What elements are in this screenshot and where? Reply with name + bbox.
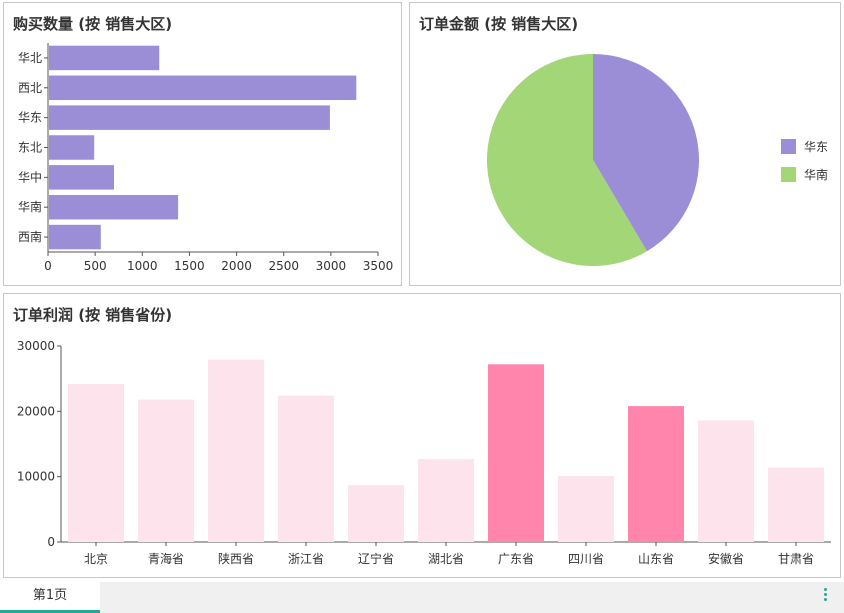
x-tick-label: 山东省: [638, 552, 674, 566]
bar: [49, 105, 330, 130]
x-tick-label: 湖北省: [428, 551, 464, 566]
y-tick-label: 10000: [17, 470, 55, 484]
x-tick-label: 甘肃省: [778, 552, 814, 566]
order-profit-chart: 0 10000 20000 30000 北京 青海省 陕西省 浙江省 辽宁省 湖北省 广东省 四川省 山…: [17, 339, 831, 566]
x-tick-label: 青海省: [148, 551, 184, 566]
x-tick-label: 陕西省: [218, 551, 254, 566]
chart-title: 购买数量 (按 销售大区): [13, 15, 173, 33]
pie-slice: [593, 54, 699, 252]
chart-title: 订单金额 (按 销售大区): [419, 15, 579, 33]
x-tick-label: 北京: [84, 552, 108, 566]
y-tick-label: 东北: [18, 141, 42, 155]
chart-title: 订单利润 (按 销售省份): [13, 306, 173, 324]
y-tick-label: 华东: [18, 111, 42, 125]
legend-label: 华东: [804, 140, 828, 154]
x-tick-label: 四川省: [568, 552, 604, 566]
x-tick-label: 广东省: [498, 552, 534, 566]
x-tick-label: 1000: [127, 259, 158, 273]
y-tick-label: 华北: [18, 51, 42, 65]
y-tick-label: 0: [47, 535, 55, 549]
bar: [49, 135, 95, 160]
x-tick-label: 2000: [221, 259, 252, 273]
x-tick-label: 500: [84, 259, 107, 273]
y-tick-label: 西北: [18, 81, 42, 95]
x-tick-label: 浙江省: [288, 552, 324, 566]
bar: [278, 395, 334, 542]
purchase-quantity-panel: 购买数量 (按 销售大区) 华北西北华东东北华中华南西南 0 500 1000 1500…: [3, 2, 402, 286]
x-tick-label: 0: [44, 259, 52, 273]
legend-swatch: [781, 139, 796, 154]
y-tick-label: 华南: [18, 199, 42, 214]
x-tick-label: 2500: [268, 259, 299, 273]
bar: [348, 485, 404, 542]
bar: [488, 364, 544, 542]
x-tick-label: 3500: [363, 259, 394, 273]
bar: [768, 467, 824, 542]
tab-page-1[interactable]: 第1页: [0, 582, 100, 613]
order-amount-panel: 订单金额 (按 销售大区) 华东华南: [409, 2, 841, 286]
bar: [698, 420, 754, 542]
y-tick-label: 西南: [18, 229, 42, 244]
bar: [208, 359, 264, 542]
bar: [628, 406, 684, 542]
x-tick-label: 1500: [174, 259, 205, 273]
y-tick-label: 华中: [18, 169, 42, 184]
more-vertical-icon[interactable]: [820, 586, 830, 606]
bar: [49, 75, 357, 101]
y-tick-label: 20000: [17, 404, 55, 418]
bar: [49, 194, 179, 220]
bar: [138, 399, 194, 542]
bar: [49, 45, 160, 71]
legend-swatch: [781, 167, 796, 182]
x-tick-label: 辽宁省: [358, 551, 394, 566]
bar: [49, 165, 114, 190]
legend-label: 华南: [804, 167, 828, 182]
bar: [558, 476, 614, 542]
sheet-tab-bar: 第1页: [0, 582, 844, 613]
bar: [418, 459, 474, 542]
pie-slice: [487, 54, 647, 266]
y-tick-label: 30000: [17, 339, 55, 353]
bar: [49, 224, 101, 250]
bar: [68, 383, 124, 542]
x-tick-label: 3000: [316, 259, 347, 273]
order-profit-panel: 订单利润 (按 销售省份) 0 10000 20000 30000 北京 青海省 陕西省 浙江…: [3, 293, 841, 578]
x-tick-label: 安徽省: [708, 551, 744, 566]
